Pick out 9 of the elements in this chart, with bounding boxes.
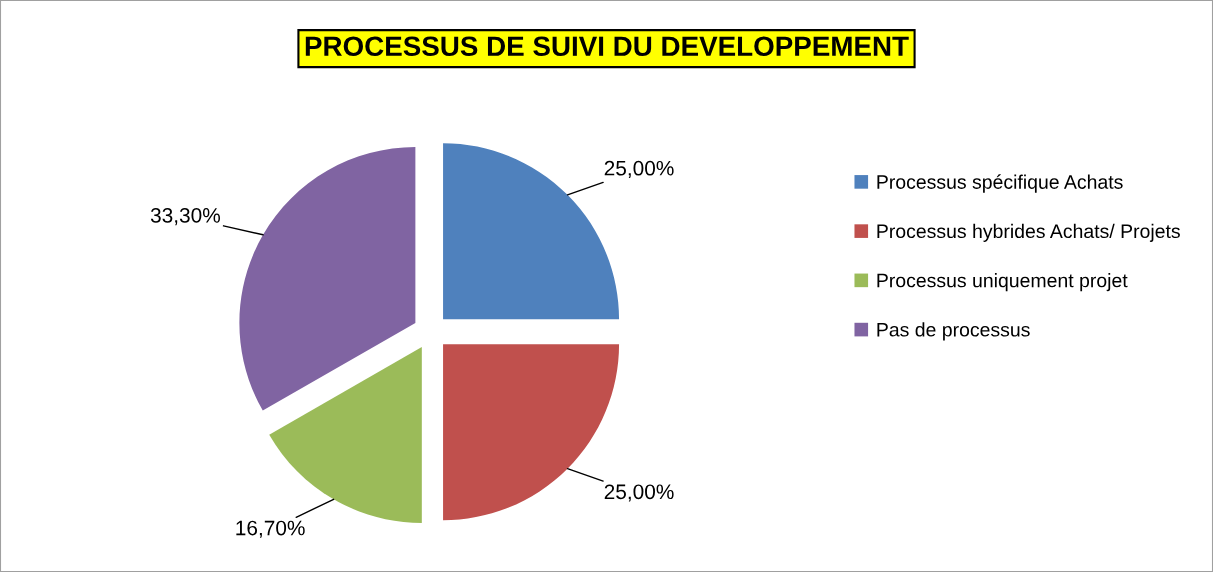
data-label: 33,30% xyxy=(150,207,220,226)
data-label: 25,00% xyxy=(604,484,674,502)
legend-label: Processus spécifique Achats xyxy=(877,174,1123,193)
legend-label: Pas de processus xyxy=(877,322,1030,341)
legend-label: Processus hybrides Achats/ Projets xyxy=(877,223,1180,242)
data-label: 16,70% xyxy=(236,520,305,538)
data-label: 25,00% xyxy=(604,160,674,179)
legend-label: Processus uniquement projet xyxy=(877,273,1128,292)
chart-title: PROCESSUS DE SUIVI DU DEVELOPPEMENT xyxy=(305,36,909,57)
